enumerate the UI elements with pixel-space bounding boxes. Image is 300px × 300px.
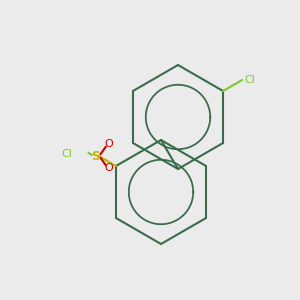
- Text: Cl: Cl: [62, 149, 73, 159]
- Text: S: S: [91, 149, 100, 163]
- Text: O: O: [104, 163, 113, 173]
- Text: Cl: Cl: [244, 75, 255, 85]
- Text: O: O: [104, 139, 113, 149]
